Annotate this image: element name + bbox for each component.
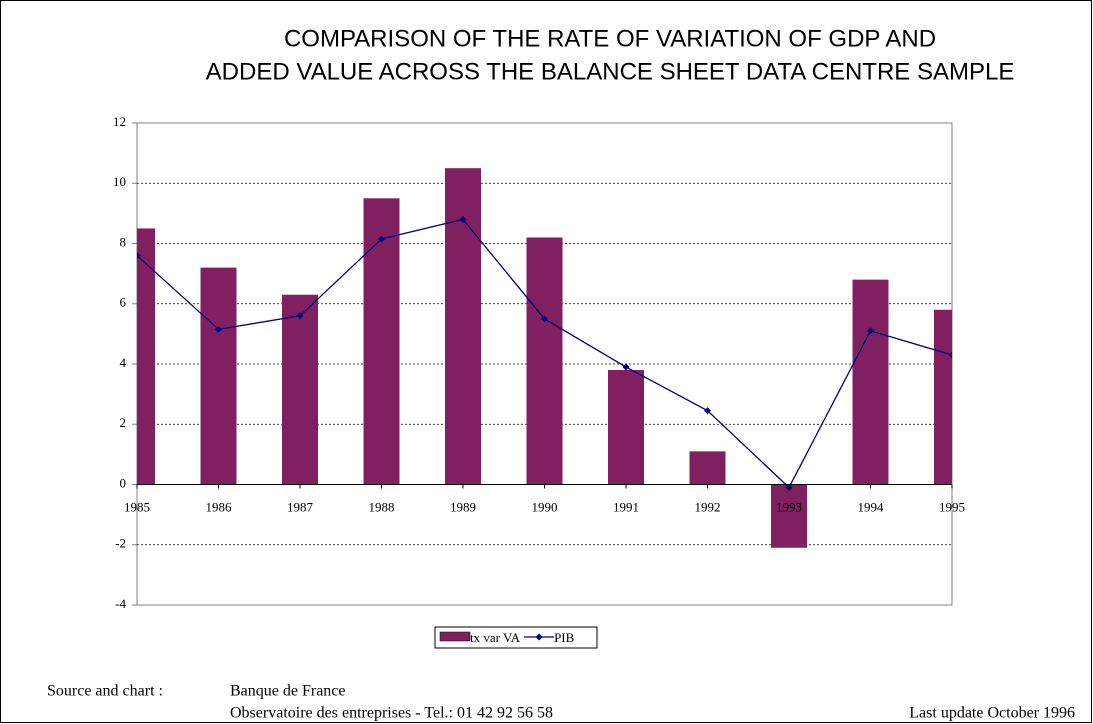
marker	[296, 312, 304, 320]
y-tick-label: 0	[120, 475, 127, 490]
y-tick-label: 2	[120, 415, 127, 430]
footer-label: Source and chart :	[47, 683, 163, 700]
bar	[526, 237, 563, 485]
marker	[867, 327, 874, 335]
x-tick-label: 1992	[695, 499, 721, 514]
x-tick-label: 1986	[206, 499, 233, 514]
legend-swatch	[439, 631, 471, 642]
marker	[215, 325, 222, 333]
x-tick-label: 1988	[369, 499, 395, 514]
x-tick-label: 1994	[858, 499, 885, 514]
marker	[378, 235, 385, 243]
x-tick-label: 1991	[613, 499, 639, 514]
y-tick-label: 12	[113, 114, 126, 129]
y-tick-label: -2	[115, 536, 126, 551]
bar	[852, 279, 889, 485]
chart-title: ADDED VALUE ACROSS THE BALANCE SHEET DAT…	[206, 58, 1015, 85]
x-tick-label: 1990	[532, 499, 558, 514]
bar	[363, 198, 400, 485]
y-tick-label: 8	[120, 234, 127, 249]
chart-title: COMPARISON OF THE RATE OF VARIATION OF G…	[284, 25, 936, 52]
marker	[948, 351, 952, 359]
marker	[622, 363, 630, 371]
y-tick-label: -4	[115, 596, 126, 611]
bar	[137, 228, 155, 485]
x-tick-label: 1993	[776, 499, 802, 514]
marker	[137, 252, 141, 260]
footer-detail: Observatoire des entreprises - Tel.: 01 …	[230, 705, 553, 722]
bar	[282, 294, 318, 485]
y-tick-label: 4	[120, 355, 127, 370]
y-tick-label: 6	[120, 295, 127, 310]
bar	[689, 451, 726, 485]
x-tick-label: 1987	[287, 499, 314, 514]
bar	[771, 484, 807, 548]
bar	[200, 267, 237, 485]
legend	[434, 626, 598, 649]
plot-area	[137, 168, 952, 548]
x-tick-label: 1995	[939, 499, 965, 514]
bar	[608, 370, 644, 485]
footer-source: Banque de France	[230, 683, 346, 700]
legend-label: tx var VA	[470, 630, 521, 645]
marker	[704, 407, 711, 415]
bar	[445, 168, 481, 485]
x-tick-label: 1989	[450, 499, 476, 514]
footer-update: Last update October 1996	[909, 705, 1075, 722]
legend-marker	[535, 633, 543, 641]
x-tick-label: 1985	[124, 499, 150, 514]
marker	[459, 215, 467, 223]
marker	[541, 315, 548, 323]
legend-label: PIB	[554, 630, 575, 645]
y-tick-label: 10	[113, 174, 126, 189]
